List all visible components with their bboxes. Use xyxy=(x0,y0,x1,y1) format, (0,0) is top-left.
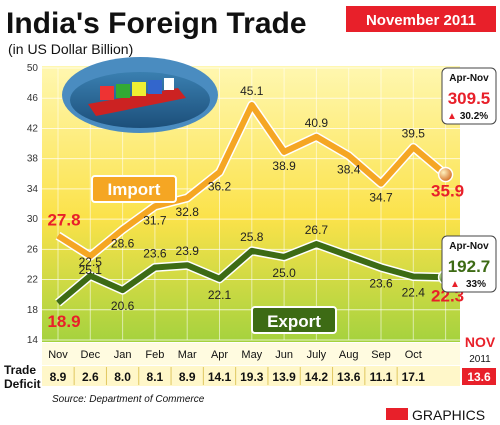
import-summary-period: Apr-Nov xyxy=(449,73,489,84)
import-data-label: 36.2 xyxy=(208,179,232,193)
deficit-value: 13.9 xyxy=(272,370,296,384)
last-month-year: 2011 xyxy=(469,354,491,365)
import-data-label: 34.7 xyxy=(369,191,393,205)
y-tick-label: 50 xyxy=(27,63,39,74)
date-badge-label: November 2011 xyxy=(366,12,476,29)
export-data-label: 23.6 xyxy=(143,246,167,260)
export-summary-period: Apr-Nov xyxy=(449,241,489,252)
export-data-label: 23.6 xyxy=(369,276,393,290)
import-data-label: 35.9 xyxy=(431,182,464,201)
chart-subtitle: (in US Dollar Billion) xyxy=(8,41,133,57)
export-data-label: 22.5 xyxy=(79,255,103,269)
export-data-label: 22.1 xyxy=(208,288,232,302)
x-tick-label: Mar xyxy=(178,349,197,361)
export-data-label: 25.0 xyxy=(272,266,296,280)
deficit-value: 2.6 xyxy=(82,370,99,384)
y-tick-label: 30 xyxy=(27,214,39,225)
import-legend-label: Import xyxy=(108,180,161,199)
export-data-label: 22.4 xyxy=(402,286,426,300)
date-badge xyxy=(346,6,496,32)
y-axis: 14 18 22 26 30 34 38 42 46 50 xyxy=(27,63,39,346)
y-tick-label: 38 xyxy=(27,154,39,165)
ship-illustration xyxy=(62,57,218,133)
export-data-label: 20.6 xyxy=(111,299,135,313)
deficit-value: 8.9 xyxy=(179,370,196,384)
x-tick-label: Feb xyxy=(145,349,164,361)
deficit-label-line2: Deficit xyxy=(4,377,41,391)
x-tick-label: Sep xyxy=(371,349,391,361)
deficit-value: 8.0 xyxy=(114,370,131,384)
import-data-label: 25.1 xyxy=(79,263,103,277)
import-data-label: 39.5 xyxy=(402,126,426,140)
export-data-label: 26.7 xyxy=(305,223,329,237)
import-summary-change: 30.2% xyxy=(460,111,488,122)
month-band xyxy=(42,343,460,365)
export-data-label: 23.9 xyxy=(176,244,200,258)
import-summary-value: 309.5 xyxy=(448,89,491,108)
x-tick-label: Apr xyxy=(211,349,228,361)
x-tick-label: Jan xyxy=(114,349,132,361)
import-legend: Import xyxy=(91,175,177,203)
x-tick-label: Jun xyxy=(275,349,293,361)
y-tick-label: 34 xyxy=(27,184,39,195)
x-tick-label: Nov xyxy=(48,349,68,361)
deficit-value: 13.6 xyxy=(337,370,361,384)
page-title: India's Foreign Trade xyxy=(6,7,307,40)
deficit-value: 13.6 xyxy=(467,370,491,384)
brand-logo-icon xyxy=(386,408,408,420)
import-data-label: 38.4 xyxy=(337,163,361,177)
deficit-value: 8.1 xyxy=(147,370,164,384)
y-tick-label: 18 xyxy=(27,305,39,316)
import-data-label: 31.7 xyxy=(143,213,167,227)
source-note: Source: Department of Commerce xyxy=(52,394,205,405)
deficit-values: 8.9 2.6 8.0 8.1 8.9 14.1 19.3 13.9 14.2 13.6 11.1 1… xyxy=(50,367,496,385)
import-data-label: 32.8 xyxy=(176,205,200,219)
x-axis: Nov Dec Jan Feb Mar Apr May Jun July Aug Sep Oct xyxy=(48,349,422,361)
import-data-label: 27.8 xyxy=(47,211,80,230)
y-tick-label: 14 xyxy=(27,335,39,346)
y-tick-label: 22 xyxy=(27,275,39,286)
export-data-label: 25.8 xyxy=(240,230,264,244)
import-data-label: 28.6 xyxy=(111,237,135,251)
series-lines xyxy=(55,100,454,307)
deficit-value: 19.3 xyxy=(240,370,264,384)
deficit-band xyxy=(42,366,460,386)
import-summary: Apr-Nov 309.5 ▲ 30.2% xyxy=(441,67,497,125)
brand-label: GRAPHICS xyxy=(412,407,485,423)
export-summary-value: 192.7 xyxy=(448,257,491,276)
deficit-value: 8.9 xyxy=(50,370,67,384)
up-arrow-icon: ▲ xyxy=(447,111,457,122)
x-tick-label: July xyxy=(307,349,327,361)
last-month-cell xyxy=(460,343,500,365)
import-data-label: 40.9 xyxy=(305,116,329,130)
deficit-value: 14.2 xyxy=(305,370,329,384)
x-tick-label: Dec xyxy=(81,349,101,361)
x-tick-label: Aug xyxy=(339,349,359,361)
y-tick-label: 42 xyxy=(27,123,39,134)
up-arrow-icon: ▲ xyxy=(450,279,460,290)
import-end-marker xyxy=(437,166,454,183)
export-summary: Apr-Nov 192.7 ▲ 33% xyxy=(441,235,497,293)
export-legend: Export xyxy=(251,306,337,334)
y-tick-label: 26 xyxy=(27,244,39,255)
export-summary-change: 33% xyxy=(466,279,486,290)
deficit-value: 17.1 xyxy=(402,370,426,384)
export-data-label: 18.9 xyxy=(47,312,80,331)
y-tick-label: 46 xyxy=(27,93,39,104)
x-tick-label: Oct xyxy=(405,349,422,361)
last-deficit-highlight xyxy=(462,368,496,385)
x-tick-label: May xyxy=(241,349,262,361)
export-line xyxy=(56,241,446,306)
import-line xyxy=(56,102,448,260)
export-legend-label: Export xyxy=(267,312,321,331)
deficit-value: 11.1 xyxy=(370,370,393,384)
deficit-label-line1: Trade xyxy=(4,363,36,377)
last-month-label: NOV xyxy=(465,334,496,350)
import-data-label: 45.1 xyxy=(240,84,264,98)
import-data-label: 38.9 xyxy=(272,159,296,173)
deficit-value: 14.1 xyxy=(208,370,232,384)
